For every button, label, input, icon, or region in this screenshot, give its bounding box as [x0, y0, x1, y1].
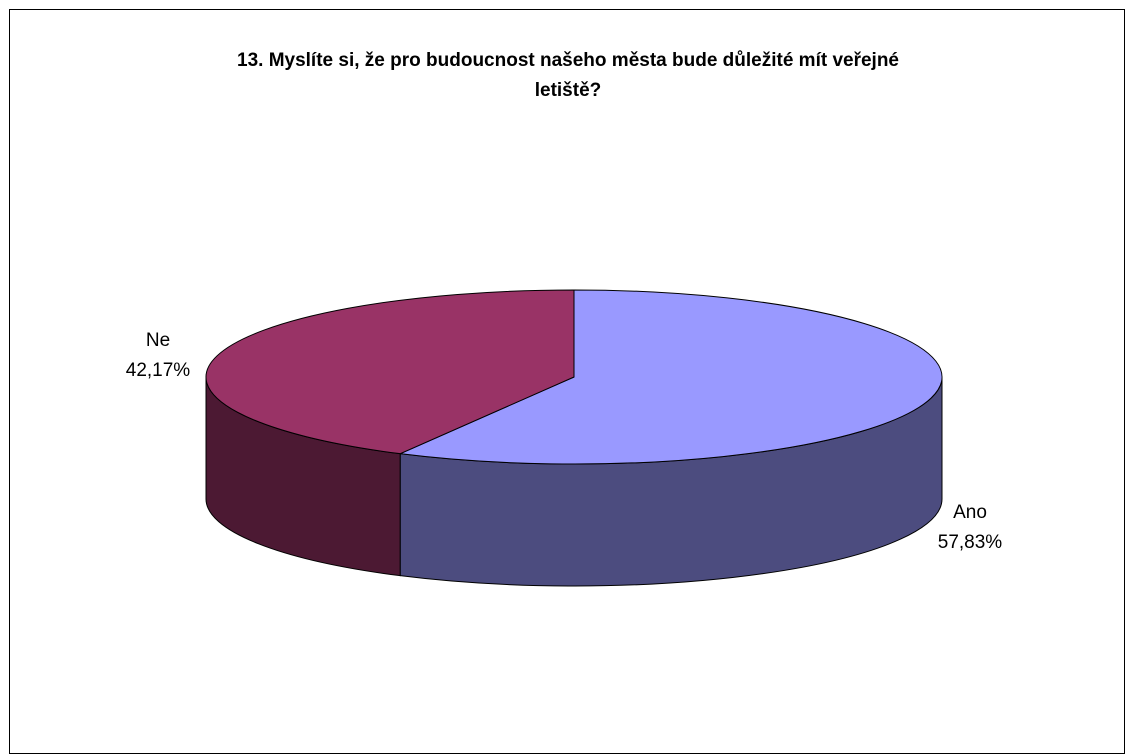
- data-label-ano-value: 57,83%: [938, 532, 1003, 553]
- chart-frame: 13. Myslíte si, že pro budoucnost našeho…: [9, 9, 1125, 754]
- data-label-ne-name: Ne: [146, 330, 170, 351]
- data-label-ne-value: 42,17%: [126, 360, 191, 381]
- data-label-ano-name: Ano: [953, 502, 987, 523]
- chart-title: 13. Myslíte si, že pro budoucnost našeho…: [237, 50, 899, 101]
- pie-slice-ano: [398, 289, 943, 465]
- pie-chart: Ano 57,83% Ne 42,17%: [126, 289, 1003, 587]
- pie-slice-ne: [205, 289, 575, 455]
